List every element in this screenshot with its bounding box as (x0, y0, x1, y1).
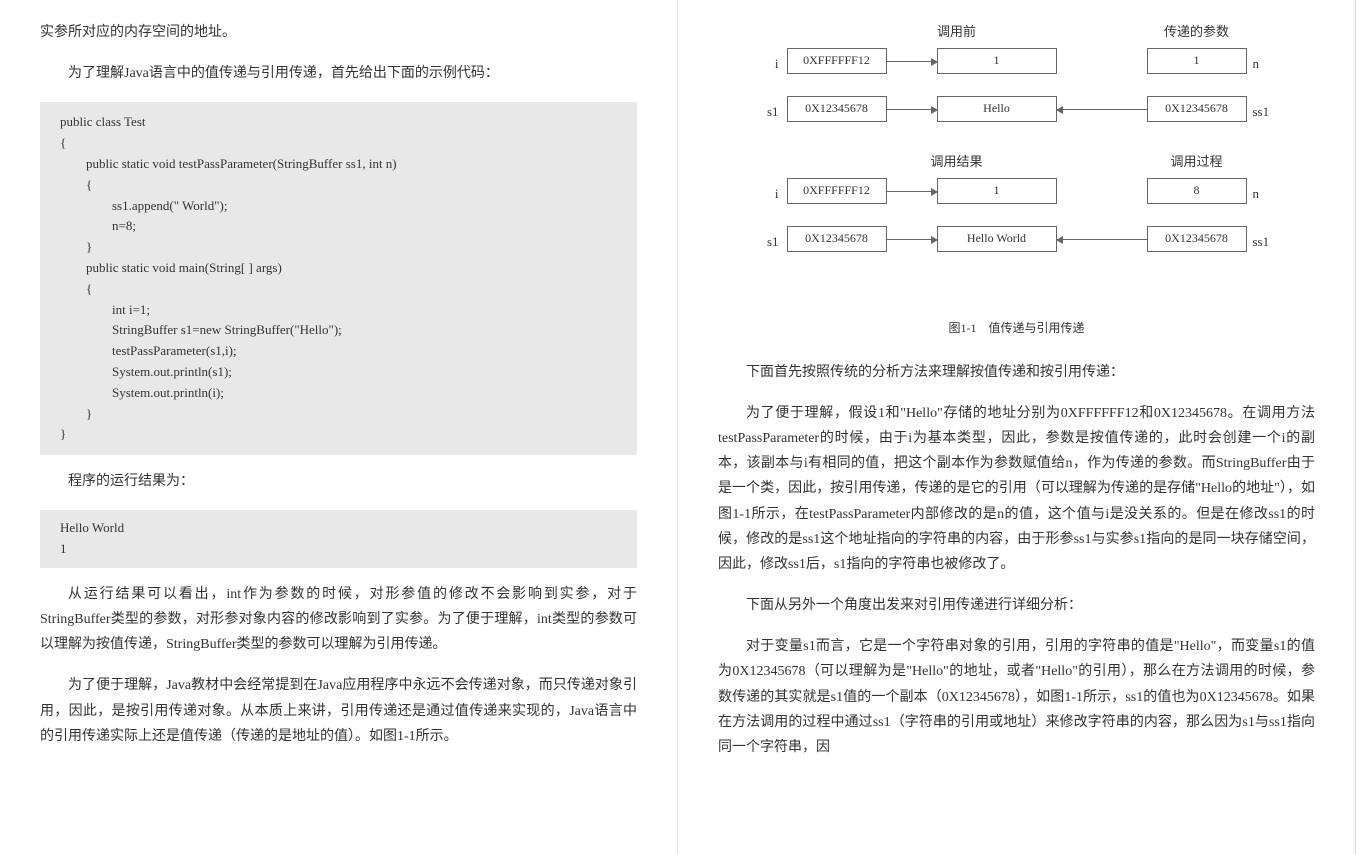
diagram-header-param: 传递的参数 (1157, 20, 1237, 43)
right-page: 调用前传递的参数调用结果调用过程i0XFFFFFF1211ns10X123456… (678, 0, 1356, 854)
paragraph-5: 为了便于理解，Java教材中会经常提到在Java应用程序中永远不会传递对象，而只… (40, 673, 637, 749)
diagram-box-addr-3: 0X12345678 (787, 226, 887, 252)
code-block-1: public class Test { public static void t… (40, 102, 637, 455)
left-page: 实参所对应的内存空间的地址。 为了理解Java语言中的值传递与引用传递，首先给出… (0, 0, 678, 854)
diagram-arrow-a-1 (887, 109, 937, 110)
diagram-header-result: 调用结果 (917, 150, 997, 173)
diagram-box-right-0: 1 (1147, 48, 1247, 74)
diagram-box-right-3: 0X12345678 (1147, 226, 1247, 252)
diagram-var-left-3: s1 (759, 230, 779, 253)
output-line-1: Hello World (60, 518, 617, 539)
diagram-arrow-a-2 (887, 191, 937, 192)
diagram-box-addr-2: 0XFFFFFF12 (787, 178, 887, 204)
diagram-box-val-1: Hello (937, 96, 1057, 122)
paragraph-4: 从运行结果可以看出，int作为参数的时候，对形参值的修改不会影响到实参，对于St… (40, 582, 637, 658)
diagram-box-val-0: 1 (937, 48, 1057, 74)
paragraph-r3: 下面从另外一个角度出发来对引用传递进行详细分析： (718, 593, 1315, 618)
diagram-var-left-1: s1 (759, 100, 779, 123)
diagram-var-left-0: i (759, 52, 779, 75)
diagram-header-process: 调用过程 (1157, 150, 1237, 173)
paragraph-2: 为了理解Java语言中的值传递与引用传递，首先给出下面的示例代码： (40, 61, 637, 86)
diagram-box-addr-0: 0XFFFFFF12 (787, 48, 887, 74)
diagram-var-right-1: ss1 (1253, 100, 1277, 123)
paragraph-r4: 对于变量s1而言，它是一个字符串对象的引用，引用的字符串的值是"Hello"，而… (718, 634, 1315, 760)
diagram-figure: 调用前传递的参数调用结果调用过程i0XFFFFFF1211ns10X123456… (747, 20, 1287, 310)
paragraph-3: 程序的运行结果为： (40, 469, 637, 494)
diagram-var-right-0: n (1253, 52, 1277, 75)
paragraph-r2: 为了便于理解，假设1和"Hello"存储的地址分别为0XFFFFFF12和0X1… (718, 401, 1315, 577)
figure-caption: 图1-1 值传递与引用传递 (718, 318, 1315, 340)
diagram-var-right-2: n (1253, 182, 1277, 205)
diagram-arrow-b-3 (1057, 239, 1147, 240)
diagram-box-right-1: 0X12345678 (1147, 96, 1247, 122)
diagram-box-right-2: 8 (1147, 178, 1247, 204)
output-line-2: 1 (60, 539, 617, 560)
paragraph-r1: 下面首先按照传统的分析方法来理解按值传递和按引用传递： (718, 360, 1315, 385)
diagram-header-before: 调用前 (917, 20, 997, 43)
diagram-arrow-b-1 (1057, 109, 1147, 110)
paragraph-1: 实参所对应的内存空间的地址。 (40, 20, 637, 45)
diagram-arrow-a-3 (887, 239, 937, 240)
diagram-box-val-2: 1 (937, 178, 1057, 204)
output-block: Hello World 1 (40, 510, 637, 568)
diagram-var-left-2: i (759, 182, 779, 205)
diagram-box-val-3: Hello World (937, 226, 1057, 252)
diagram-arrow-a-0 (887, 61, 937, 62)
diagram-box-addr-1: 0X12345678 (787, 96, 887, 122)
diagram-var-right-3: ss1 (1253, 230, 1277, 253)
